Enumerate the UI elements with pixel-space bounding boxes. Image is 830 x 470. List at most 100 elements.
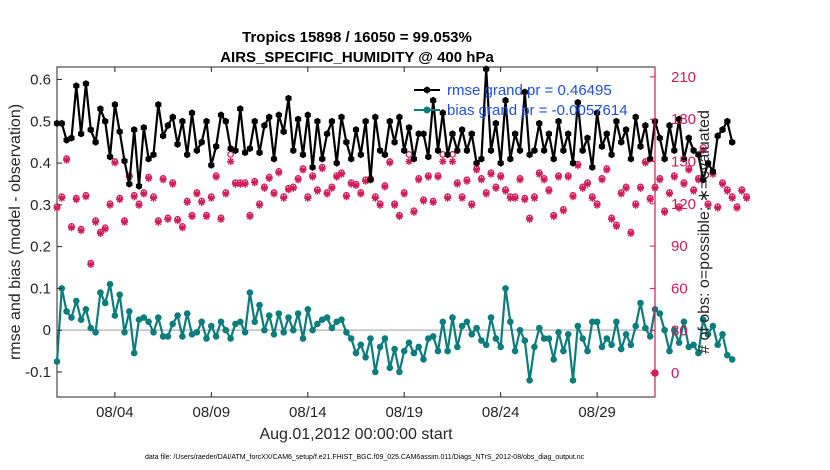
obs-evaluated-point [251,179,259,187]
bias-point [449,314,456,321]
rmse-point [188,109,196,117]
obs-evaluated-point [685,166,693,174]
rmse-point [569,159,577,167]
rmse-point [82,80,90,88]
rmse-point [126,180,133,188]
obs-evaluated-point [381,183,389,191]
obs-evaluated-point [675,204,683,212]
rmse-point [574,98,581,107]
bias-point [656,310,664,317]
bias-point [637,299,644,307]
obs-evaluated-point [174,217,182,225]
rmse-point [719,126,726,134]
obs-evaluated-point [371,194,379,202]
rmse-point [323,130,331,138]
rmse-point [676,115,683,123]
bias-point [646,333,654,340]
obs-evaluated-point [714,204,722,212]
axis-layer: 08/04 08/09 08/14 08/19 08/24 08/29 -0.1 0 0.1 0.… [25,67,696,421]
bias-point [569,377,577,384]
rmse-point [627,155,634,163]
obs-evaluated-point [415,176,423,184]
rmse-point [164,121,171,130]
obs-evaluated-point [526,215,534,223]
obs-evaluated-point [357,190,365,198]
bias-point [237,318,244,326]
bias-point [589,318,596,326]
x-tick-label: 08/29 [578,404,616,421]
rmse-point [116,128,123,136]
bias-point [391,345,398,353]
rmse-point [97,105,104,113]
rmse-point [690,146,697,155]
rmse-point [261,121,268,130]
obs-evaluated-point [516,176,524,184]
bias-point [198,318,205,326]
bias-point [439,318,447,326]
obs-evaluated-point [598,176,606,184]
bias-point [714,341,721,349]
bias-point [367,335,374,342]
rmse-point [319,155,326,163]
obs-evaluated-point [280,194,288,202]
bias-point [285,314,292,321]
y-right-tick-label: 60 [671,280,688,297]
bias-point [690,341,697,349]
obs-evaluated-point [646,196,654,204]
bias-point [130,349,138,357]
obs-evaluated-point [289,184,297,192]
bias-point [169,320,176,328]
obs-evaluated-point [246,212,254,221]
obs-evaluated-point [554,173,563,181]
obs-evaluated-point [665,190,674,198]
rmse-point [536,119,543,127]
bias-point [400,347,408,355]
bias-point [699,316,707,324]
bias-point [603,335,611,342]
bias-point [179,333,186,340]
rmse-point [295,115,302,123]
bias-point [429,333,437,340]
bias-point [357,341,365,349]
rmse-point [372,113,379,121]
obs-evaluated-point [135,201,143,209]
bias-line [55,283,733,382]
bias-point [531,343,538,351]
bias-point [415,343,423,351]
rmse-point [328,117,335,125]
rmse-point [555,117,562,125]
obs-evaluated-point [347,180,355,188]
obs-evaluated-point [583,180,592,188]
rmse-point [430,96,437,104]
rmse-point [516,146,524,155]
bias-point [671,326,678,334]
rmse-point [507,155,514,163]
series-layer [53,65,751,384]
rmse-point [203,117,210,125]
rmse-point [473,159,480,167]
bias-point [511,347,519,355]
rmse-point [584,134,591,142]
obs-evaluated-point [92,218,100,226]
obs-evaluated-point [101,225,109,233]
obs-evaluated-point [608,215,616,223]
obs-evaluated-point [193,190,201,198]
bias-point [521,337,529,344]
obs-evaluated-point [487,170,495,178]
bias-point [593,318,601,326]
obs-evaluated-point [67,224,76,232]
rmse-point [478,155,485,163]
obs-evaluated-point [106,201,114,209]
rmse-point [642,121,649,130]
bias-point [444,347,451,355]
bias-point [68,314,75,321]
rmse-point [222,117,229,125]
bias-point [328,324,336,332]
bias-point [159,333,167,340]
obs-evaluated-point [337,170,346,178]
y-tick-label: 0.1 [30,280,51,297]
rmse-point [434,146,442,155]
rmse-point [709,167,716,175]
obs-evaluated-point [58,194,66,202]
rmse-point [338,113,345,121]
